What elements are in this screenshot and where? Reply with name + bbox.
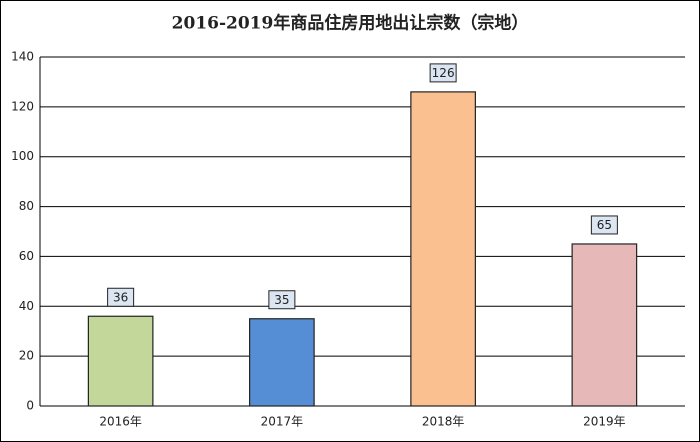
data-label: 65 — [597, 218, 612, 232]
data-label-box — [429, 63, 457, 83]
data-label: 36 — [113, 290, 128, 304]
bar — [249, 318, 315, 407]
y-tick-label: 100 — [11, 149, 34, 163]
x-tick-label: 2018年 — [422, 415, 465, 429]
bar — [571, 243, 638, 407]
y-tick-label: 140 — [11, 50, 34, 64]
chart-title: 2016-2019年商品住房用地出让宗数（宗地） — [172, 13, 529, 34]
y-tick-label: 80 — [19, 199, 34, 213]
data-label: 35 — [274, 293, 289, 307]
data-label-box — [590, 215, 618, 235]
y-tick-label: 40 — [19, 299, 34, 313]
x-tick-label: 2017年 — [261, 415, 304, 429]
y-tick-label: 0 — [26, 399, 34, 413]
data-label-box — [268, 290, 296, 310]
bar — [87, 315, 154, 407]
y-tick-label: 60 — [19, 249, 34, 263]
bar — [410, 91, 476, 407]
y-tick-label: 120 — [11, 99, 34, 113]
x-tick-label: 2016年 — [99, 415, 142, 429]
data-label-box — [107, 287, 135, 307]
x-tick-label: 2019年 — [583, 415, 626, 429]
data-label: 126 — [432, 66, 455, 80]
y-tick-label: 20 — [19, 349, 34, 363]
